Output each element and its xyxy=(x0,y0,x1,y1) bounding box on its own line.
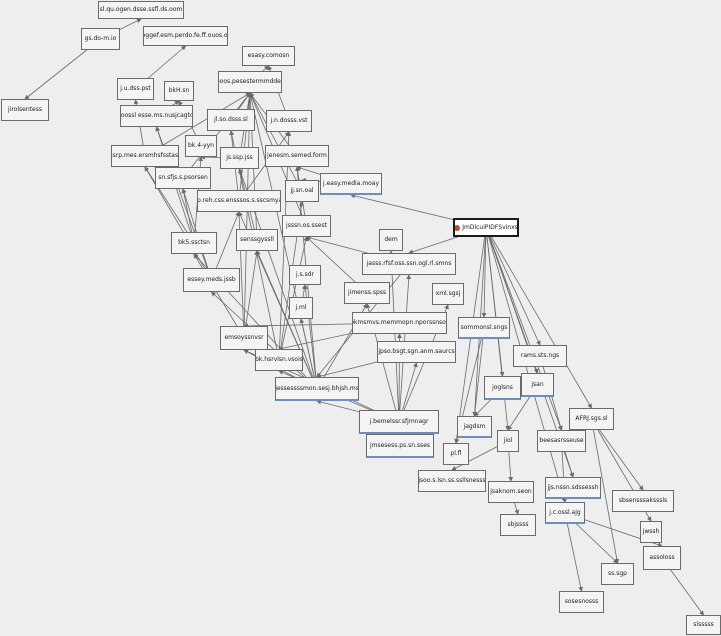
edge-n36-n21 xyxy=(256,250,318,390)
graph-node[interactable]: bkmsmvs.memmopn.nporssnsos xyxy=(352,312,447,334)
graph-node[interactable]: jessessssmon.sesj.bhjsh.ms xyxy=(275,377,359,401)
graph-node[interactable]: AFRJ.sgs.sl xyxy=(569,408,614,430)
graph-node[interactable]: jimenss.spss xyxy=(344,282,390,304)
graph-node[interactable]: ooos.pesestermmddes xyxy=(218,71,282,93)
graph-node[interactable]: jsaknom.seon xyxy=(488,481,534,503)
edge-root-n35 xyxy=(485,227,541,346)
graph-node[interactable]: jsp.reh.css.ensssos.s.sscsmyay xyxy=(197,190,281,212)
app-icon xyxy=(455,224,461,231)
graph-node[interactable]: emsoyssnvsr xyxy=(220,326,268,350)
graph-node[interactable]: jiol xyxy=(497,430,519,452)
graph-node[interactable]: j.c.ossl.ajg xyxy=(545,502,585,524)
graph-node[interactable]: jpso.bsgt.sgn.anm.saurcs xyxy=(377,341,456,363)
graph-node[interactable]: jjs.nssn.sdssessh xyxy=(545,477,601,499)
edge-root-n31 xyxy=(481,227,487,318)
graph-node[interactable]: js.ssp.jss xyxy=(220,147,259,169)
graph-node[interactable]: dem xyxy=(379,229,403,251)
graph-node[interactable]: sosesnosss xyxy=(559,591,604,613)
graph-node[interactable]: sbjssss xyxy=(500,514,536,536)
graph-node[interactable]: joglsns xyxy=(484,376,521,400)
graph-node[interactable]: ssrp.mes.ersmhsfsstast xyxy=(111,145,179,167)
graph-node[interactable]: j.s.sdr xyxy=(289,265,321,285)
graph-node[interactable]: j.n.dosss.vst xyxy=(266,110,312,132)
graph-node[interactable]: gs.do-m.io xyxy=(81,28,120,50)
graph-node[interactable]: rams.sts.ngs xyxy=(513,345,567,367)
graph-node[interactable]: joggef.esm.perdo.fe.ff.ouos.oc xyxy=(143,26,228,46)
root-node[interactable]: JmDlcuiPIDFSvinxs xyxy=(453,218,519,237)
edge-n31-n40 xyxy=(472,327,485,417)
graph-node[interactable]: bk.4-yyn xyxy=(185,135,217,157)
graph-node[interactable]: jagdsm xyxy=(457,416,492,438)
graph-node[interactable]: jsoo.s.lsn.ss.ssllsnesss xyxy=(418,470,486,492)
graph-node[interactable]: j.ml xyxy=(289,297,313,319)
edge-n34-n11 xyxy=(278,131,292,361)
graph-node[interactable]: ss.sgp xyxy=(601,563,634,585)
edge-n20-n12 xyxy=(144,166,195,244)
graph-node[interactable]: jsan xyxy=(521,373,554,397)
graph-node[interactable]: j.bemelssr.sfjmnagr xyxy=(359,410,439,434)
graph-node[interactable]: bk.hsrvlsn.vsois xyxy=(255,349,303,371)
edge-root-n41 xyxy=(485,227,592,409)
graph-node[interactable]: j.u.dss.pst xyxy=(117,78,154,100)
graph-node[interactable]: assoloss xyxy=(643,546,681,570)
graph-node[interactable]: senssgyssll xyxy=(236,229,278,251)
edge-n41-n54 xyxy=(591,418,620,564)
graph-node[interactable]: sn.sfjs.s.psorsen xyxy=(155,167,211,189)
graph-node[interactable]: poossl esse.ms.nusjcagtot xyxy=(120,105,193,127)
edge-n39-n23 xyxy=(388,250,400,423)
graph-node[interactable]: jenesm.semed.form xyxy=(265,145,329,167)
graph-node[interactable]: beesasrsseuse xyxy=(537,430,586,452)
graph-node[interactable]: jj.sn.oal xyxy=(285,180,319,202)
graph-node[interactable]: bk5.ssctsn xyxy=(171,232,217,254)
graph-node[interactable]: bkH.sn xyxy=(164,81,194,101)
graph-node[interactable]: sl.qu.ogen.dsse.ssfl.ds.oom xyxy=(98,1,184,19)
graph-node[interactable]: jl.so.dsss.sl xyxy=(207,109,255,131)
graph-node[interactable]: jmsesess.ps.sn.sses xyxy=(366,434,434,458)
graph-node[interactable]: esasy.comosn xyxy=(242,46,295,66)
graph-node[interactable]: slsssss xyxy=(686,615,721,635)
graph-node[interactable]: jsssn.os.ssest xyxy=(282,215,331,237)
graph-node[interactable]: jirolsentess xyxy=(1,99,49,121)
graph-node[interactable]: sbsensssaksssls xyxy=(612,490,674,512)
graph-node[interactable]: sornmonsl.sngs xyxy=(458,317,510,339)
root-node-label: JmDlcuiPIDFSvinxs xyxy=(462,223,518,231)
graph-node[interactable]: essey.meds.jssb xyxy=(183,268,240,292)
edge-n41-n49 xyxy=(591,418,644,491)
edge-n50-n55 xyxy=(564,512,584,592)
edge-n17-n08 xyxy=(249,92,303,192)
graph-node[interactable]: pl.fl xyxy=(443,443,469,465)
edge-n32-n08 xyxy=(243,92,253,339)
graph-node[interactable]: jwssh xyxy=(640,521,662,543)
graph-node[interactable]: xml.sgsj xyxy=(432,283,464,305)
graph-node[interactable]: jasss.rfsf.oss.ssn.ogl.rl.smns xyxy=(362,253,456,275)
graph-node[interactable]: j.easy.media.moay xyxy=(320,173,382,195)
